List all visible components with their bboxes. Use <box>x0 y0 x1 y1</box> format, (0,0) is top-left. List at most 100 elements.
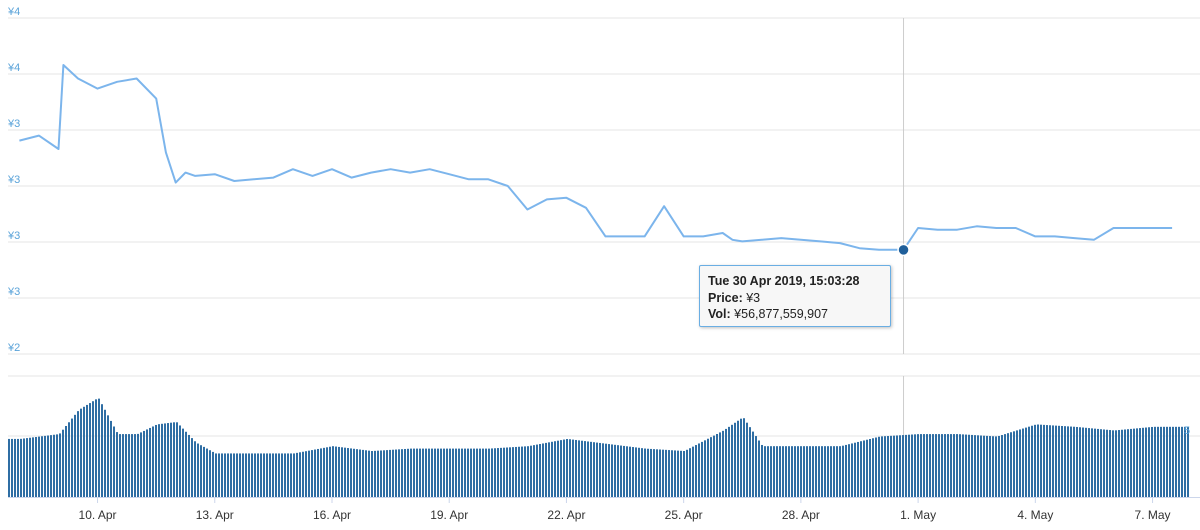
volume-bar <box>788 446 790 497</box>
volume-bar <box>1004 434 1006 497</box>
volume-bar <box>116 432 118 497</box>
volume-bar <box>1082 427 1084 497</box>
volume-bar <box>737 420 739 497</box>
volume-bar <box>95 399 97 497</box>
volume-bar <box>125 434 127 497</box>
volume-bar <box>467 448 469 497</box>
volume-bar <box>887 436 889 497</box>
volume-bar <box>1067 426 1069 497</box>
volume-bar <box>494 448 496 497</box>
volume-bar <box>521 446 523 497</box>
volume-bar <box>1133 428 1135 497</box>
x-tick-label: 16. Apr <box>313 508 351 522</box>
volume-bar <box>1169 426 1171 497</box>
volume-bar <box>182 428 184 497</box>
volume-bar <box>785 446 787 497</box>
volume-bar <box>977 435 979 497</box>
volume-bar <box>506 447 508 497</box>
volume-bar <box>80 408 82 497</box>
volume-bar <box>1148 427 1150 497</box>
volume-bar <box>875 437 877 497</box>
volume-bar <box>32 437 34 497</box>
tooltip-price-row: Price: ¥3 <box>708 290 882 307</box>
volume-bar <box>350 448 352 497</box>
volume-bar <box>920 434 922 497</box>
volume-bar <box>440 448 442 497</box>
volume-bar <box>227 453 229 497</box>
volume-bar <box>617 445 619 497</box>
volume-bar <box>560 440 562 497</box>
volume-bar <box>1064 426 1066 497</box>
volume-bar <box>77 411 79 497</box>
volume-bar <box>902 435 904 497</box>
volume-bar <box>569 439 571 497</box>
volume-bar <box>458 448 460 497</box>
volume-bar <box>587 441 589 497</box>
volume-bar <box>98 398 100 497</box>
volume-bar <box>239 453 241 497</box>
volume-bar <box>326 447 328 497</box>
volume-bar <box>1142 427 1144 497</box>
volume-bar <box>845 444 847 497</box>
volume-bar <box>713 435 715 497</box>
x-tick-label: 10. Apr <box>79 508 117 522</box>
volume-bar <box>620 445 622 497</box>
volume-bar <box>56 434 58 497</box>
volume-bar <box>470 448 472 497</box>
volume-bar <box>263 453 265 497</box>
volume-bar <box>938 434 940 497</box>
volume-bar <box>584 441 586 497</box>
volume-bar <box>554 441 556 497</box>
volume-bar <box>83 406 85 497</box>
volume-bar <box>461 448 463 497</box>
volume-bar <box>422 448 424 497</box>
hover-point-marker <box>897 243 910 257</box>
volume-bar <box>581 440 583 497</box>
x-tick-label: 19. Apr <box>430 508 468 522</box>
volume-bar <box>248 453 250 497</box>
volume-bar <box>338 446 340 497</box>
volume-bar <box>524 446 526 497</box>
volume-bar <box>1121 429 1123 497</box>
volume-bar <box>500 447 502 497</box>
volume-bar <box>137 433 139 497</box>
volume-bar <box>731 424 733 497</box>
volume-bar <box>728 426 730 497</box>
volume-bar <box>1130 428 1132 497</box>
volume-bar <box>983 435 985 497</box>
volume-bar <box>752 431 754 497</box>
volume-bar <box>41 436 43 497</box>
volume-bar <box>251 453 253 497</box>
volume-bar <box>233 453 235 497</box>
volume-bar <box>404 448 406 497</box>
volume-bar <box>86 404 88 497</box>
volume-bar <box>110 420 112 497</box>
volume-axis-label: 5 <box>1184 425 1190 437</box>
volume-bar <box>14 438 16 497</box>
volume-bar <box>122 434 124 497</box>
volume-bar <box>815 446 817 497</box>
volume-bar <box>800 446 802 497</box>
volume-bar <box>812 446 814 497</box>
volume-bar <box>638 447 640 497</box>
tooltip-price-label: Price: <box>708 290 743 305</box>
volume-bar <box>1073 426 1075 497</box>
volume-bar <box>482 448 484 497</box>
volume-bar <box>878 436 880 497</box>
volume-bar <box>1136 428 1138 497</box>
volume-bar <box>53 434 55 497</box>
volume-bar <box>1175 426 1177 497</box>
volume-bar <box>329 446 331 497</box>
volume-bar <box>836 446 838 497</box>
volume-bar <box>674 450 676 497</box>
volume-bar <box>863 440 865 497</box>
volume-bar <box>761 444 763 497</box>
volume-bar <box>275 453 277 497</box>
volume-bar <box>695 445 697 497</box>
volume-bar <box>416 448 418 497</box>
volume-bar <box>1031 425 1033 497</box>
volume-bar <box>926 434 928 497</box>
volume-bar <box>368 450 370 497</box>
volume-bar <box>1055 425 1057 497</box>
